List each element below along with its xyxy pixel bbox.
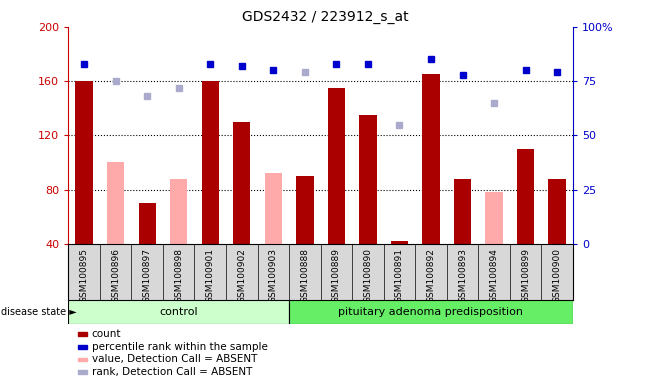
Text: GSM100895: GSM100895 [79, 248, 89, 303]
Text: GSM100889: GSM100889 [332, 248, 341, 303]
Bar [76, 81, 93, 244]
Text: GSM100888: GSM100888 [300, 248, 309, 303]
Text: GSM100894: GSM100894 [490, 248, 499, 303]
Bar [107, 162, 124, 244]
Text: control: control [159, 307, 198, 317]
Text: GSM100901: GSM100901 [206, 248, 215, 303]
Bar [265, 173, 282, 244]
Text: GSM100890: GSM100890 [363, 248, 372, 303]
Bar [68, 300, 289, 324]
Text: GSM100892: GSM100892 [426, 248, 436, 303]
Text: GSM100897: GSM100897 [143, 248, 152, 303]
Bar [296, 176, 314, 244]
Bar [391, 241, 408, 244]
Text: GSM100893: GSM100893 [458, 248, 467, 303]
Text: GSM100896: GSM100896 [111, 248, 120, 303]
Text: count: count [92, 329, 121, 339]
Text: GSM100899: GSM100899 [521, 248, 530, 303]
Text: value, Detection Call = ABSENT: value, Detection Call = ABSENT [92, 354, 257, 364]
Text: pituitary adenoma predisposition: pituitary adenoma predisposition [339, 307, 523, 317]
Bar [233, 122, 251, 244]
Text: GSM100891: GSM100891 [395, 248, 404, 303]
Bar [359, 115, 376, 244]
Text: GSM100903: GSM100903 [269, 248, 278, 303]
Bar [486, 192, 503, 244]
Bar [422, 74, 439, 244]
Text: GSM100902: GSM100902 [237, 248, 246, 303]
Bar [548, 179, 566, 244]
Text: GDS2432 / 223912_s_at: GDS2432 / 223912_s_at [242, 10, 409, 23]
Text: GSM100898: GSM100898 [174, 248, 183, 303]
Bar [139, 203, 156, 244]
Bar [202, 81, 219, 244]
Bar [289, 300, 573, 324]
Bar [517, 149, 534, 244]
Text: rank, Detection Call = ABSENT: rank, Detection Call = ABSENT [92, 367, 252, 377]
Bar [170, 179, 187, 244]
Text: disease state ►: disease state ► [1, 307, 76, 317]
Bar [327, 88, 345, 244]
Bar [454, 179, 471, 244]
Text: GSM100900: GSM100900 [553, 248, 562, 303]
Text: percentile rank within the sample: percentile rank within the sample [92, 342, 268, 352]
